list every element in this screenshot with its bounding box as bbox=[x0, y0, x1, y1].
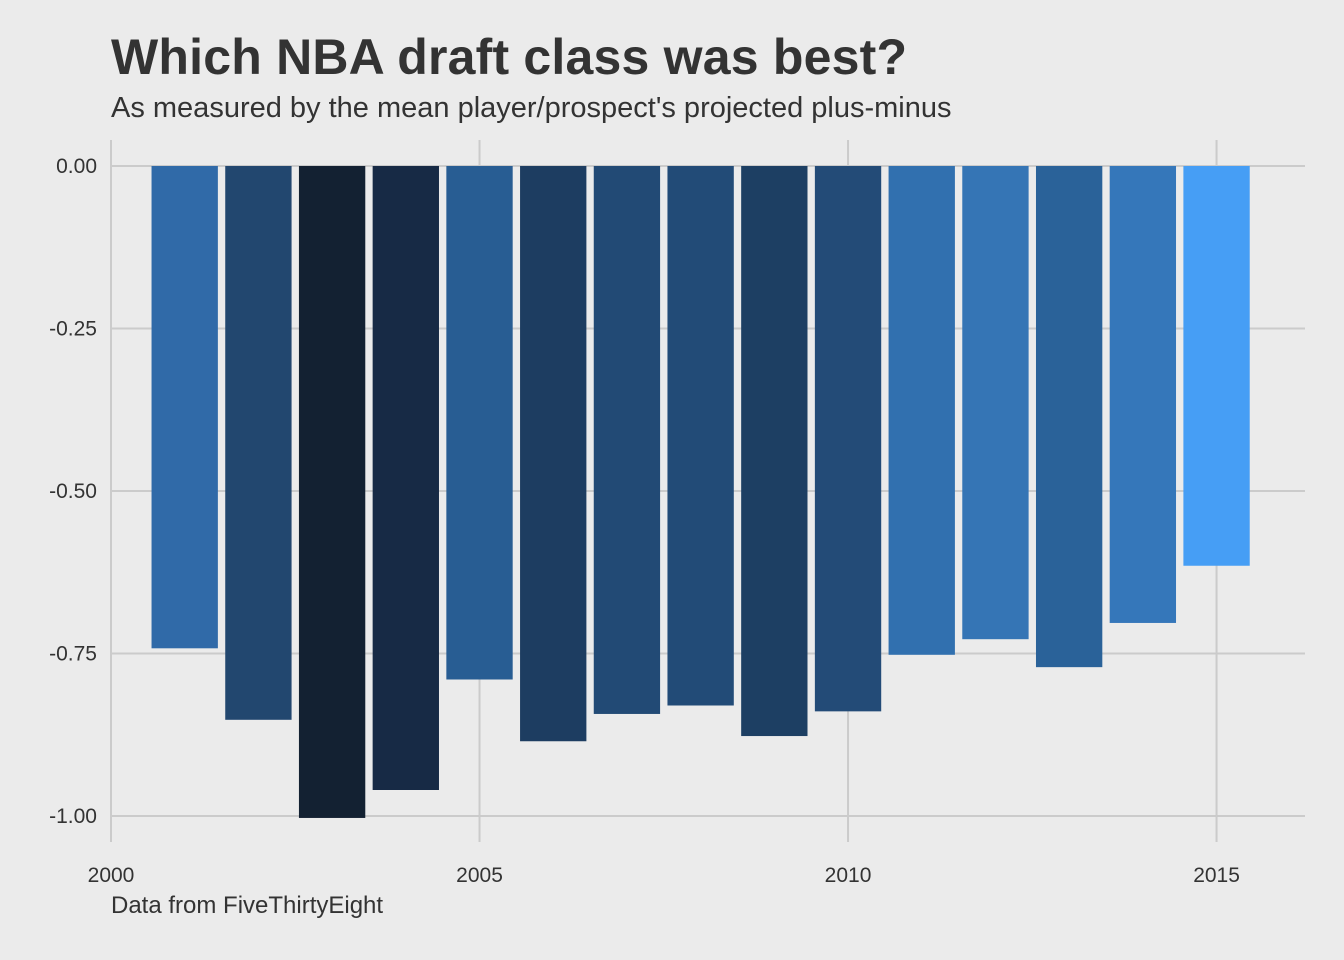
chart-title: Which NBA draft class was best? bbox=[111, 29, 908, 85]
bar-2010 bbox=[814, 166, 882, 712]
x-tick-label: 2000 bbox=[88, 864, 135, 887]
bar-2013 bbox=[1035, 166, 1103, 668]
y-tick-label: 0.00 bbox=[56, 155, 97, 178]
y-axis-tick-labels: 0.00 -0.25 -0.50 -0.75 -1.00 bbox=[49, 155, 97, 828]
x-tick-label: 2005 bbox=[456, 864, 503, 887]
y-tick-label: -0.25 bbox=[49, 318, 97, 341]
bar-2009 bbox=[741, 166, 808, 737]
bar-2014 bbox=[1109, 166, 1177, 623]
y-tick-label: -1.00 bbox=[49, 805, 97, 828]
bar-2003 bbox=[298, 166, 366, 818]
bar-2012 bbox=[962, 166, 1029, 640]
bars bbox=[151, 166, 1250, 818]
bar-2002 bbox=[225, 166, 292, 720]
bar-2005 bbox=[446, 166, 513, 680]
y-tick-label: -0.75 bbox=[49, 643, 97, 666]
bar-2001 bbox=[151, 166, 218, 649]
x-tick-label: 2015 bbox=[1193, 864, 1240, 887]
x-tick-label: 2010 bbox=[825, 864, 872, 887]
bar-2015 bbox=[1183, 166, 1250, 566]
chart-subtitle: As measured by the mean player/prospect'… bbox=[111, 92, 952, 124]
bar-2007 bbox=[593, 166, 661, 714]
y-tick-label: -0.50 bbox=[49, 480, 97, 503]
bar-2008 bbox=[667, 166, 734, 706]
x-axis-tick-labels: 2000 2005 2010 2015 bbox=[88, 864, 1240, 887]
bar-2011 bbox=[888, 166, 955, 655]
bar-2006 bbox=[520, 166, 587, 742]
chart-caption: Data from FiveThirtyEight bbox=[111, 892, 384, 919]
bar-2004 bbox=[372, 166, 439, 790]
